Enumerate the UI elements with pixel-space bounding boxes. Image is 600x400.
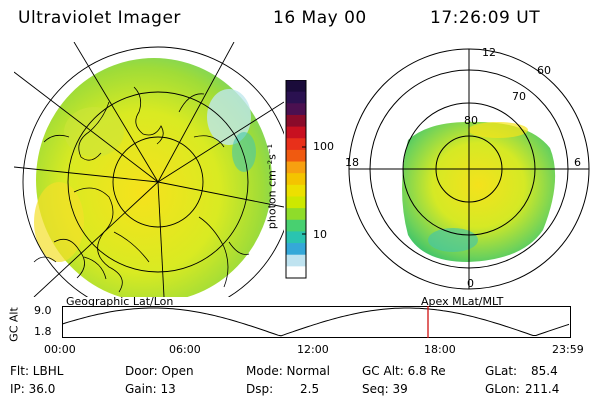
timeline-xtick-2: 12:00 [297, 343, 329, 356]
colorbar-cell [286, 114, 306, 128]
mlt-label-bottom: 0 [467, 277, 474, 290]
status-mode: Mode: Normal [246, 364, 330, 378]
status-dsp-value: 2.5 [300, 382, 320, 396]
colorbar-cell [286, 91, 306, 104]
status-door: Door: Open [125, 364, 194, 378]
colorbar-cell [286, 219, 306, 232]
colorbar-cell [286, 208, 306, 221]
timeline-plot [62, 306, 571, 338]
status-seq: Seq: 39 [362, 382, 408, 396]
colorbar-cell [286, 254, 306, 267]
timeline-ylabel: GC Alt [7, 307, 21, 342]
geographic-image [14, 42, 284, 297]
timeline-xtick-0: 00:00 [44, 343, 76, 356]
colorbar-cells [286, 80, 306, 279]
orbit-altitude-curve [62, 307, 570, 337]
timeline-xtick-4: 23:59 [552, 343, 584, 356]
colorbar-cell [286, 103, 306, 116]
colorbar-gradient [285, 80, 307, 279]
time-label: 17:26:09 UT [430, 8, 541, 28]
aurora-blob-polar [402, 121, 556, 262]
colorbar-cell [286, 266, 306, 279]
colorbar-cell [286, 184, 306, 197]
apex-caption: Apex MLat/MLT [421, 295, 504, 308]
colorbar-cell [286, 161, 306, 174]
mlt-label-top: 12 [482, 46, 496, 59]
status-dsp-label: Dsp: [246, 382, 274, 396]
status-glat-label: GLat: [485, 364, 518, 378]
status-filter: Flt: LBHL [10, 364, 64, 378]
mlt-label-left: 18 [345, 156, 359, 169]
timeline-ytick-bottom: 1.8 [34, 325, 52, 338]
timeline-xtick-3: 18:00 [424, 343, 456, 356]
polar-ring-label-60: 60 [537, 64, 551, 77]
geographic-caption: Geographic Lat/Lon [66, 295, 174, 308]
colorbar-tick-label-100: 100 [313, 140, 334, 153]
colorbar-cell [286, 138, 306, 151]
status-glat-value: 85.4 [531, 364, 558, 378]
status-glon-label: GLon: [485, 382, 520, 396]
polar-ring-label-80: 80 [464, 114, 478, 127]
colorbar-cell [286, 231, 306, 244]
app-title: Ultraviolet Imager [18, 8, 181, 28]
colorbar-cell [286, 173, 306, 186]
status-glon-value: 211.4 [525, 382, 560, 396]
colorbar-cell [286, 149, 306, 163]
status-gc-alt: GC Alt: 6.8 Re [362, 364, 446, 378]
colorbar-tick-label-10: 10 [313, 228, 327, 241]
mlt-label-right: 6 [574, 156, 581, 169]
colorbar-unit-label: photon cm⁻²s⁻¹ [265, 143, 279, 230]
colorbar-cell [286, 243, 306, 256]
polar-ring-label-70: 70 [512, 90, 526, 103]
status-ip: IP: 36.0 [10, 382, 56, 396]
polar-plot [348, 48, 590, 290]
colorbar-cell [286, 80, 306, 93]
timeline-xtick-1: 06:00 [169, 343, 201, 356]
colorbar-cell [286, 196, 306, 209]
colorbar-cell [286, 126, 306, 139]
status-gain: Gain: 13 [125, 382, 176, 396]
timeline-ytick-top: 9.0 [34, 304, 52, 317]
date-label: 16 May 00 [273, 8, 367, 28]
